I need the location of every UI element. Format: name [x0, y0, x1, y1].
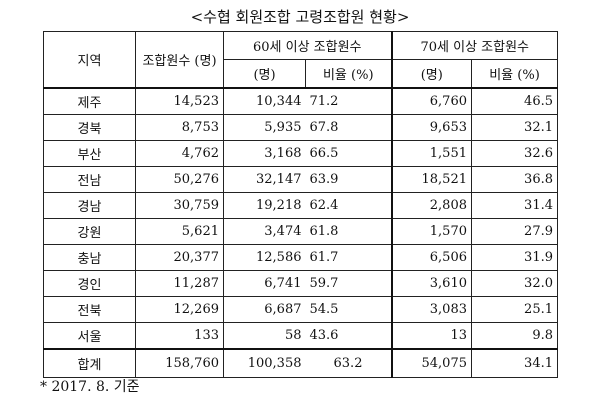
cell-age70-count: 2,808 [391, 192, 472, 219]
cell-age70-count: 6,760 [391, 87, 472, 115]
cell-age60-count: 58 [223, 322, 306, 350]
cell-age60-ratio: 71.2 [305, 87, 393, 115]
header-region: 지역 [43, 31, 136, 89]
cell-age60-count: 3,168 [223, 140, 306, 167]
table-row: 경남 30,759 19,218 62.4 2,808 31.4 [43, 192, 558, 219]
cell-age70-ratio: 46.5 [471, 87, 558, 115]
cell-members: 8,753 [135, 114, 224, 141]
table-row: 경인 11,287 6,741 59.7 3,610 32.0 [43, 270, 558, 297]
cell-age70-count: 3,083 [391, 296, 472, 323]
cell-age70-ratio: 32.1 [471, 114, 558, 141]
cell-age70-count: 3,610 [391, 270, 472, 297]
cell-age60-ratio: 43.6 [305, 322, 393, 350]
cell-region: 충남 [43, 244, 136, 271]
header-age60-ratio: 비율 (%) [305, 59, 393, 89]
cell-age70-ratio: 32.6 [471, 140, 558, 167]
cell-members: 5,621 [135, 218, 224, 245]
header-age70-count: (명) [391, 59, 472, 89]
cell-members: 14,523 [135, 87, 224, 115]
cell-age60-count: 3,474 [223, 218, 306, 245]
cell-age70-ratio: 32.0 [471, 270, 558, 297]
cell-age70-count: 6,506 [391, 244, 472, 271]
cell-age60-ratio: 54.5 [305, 296, 393, 323]
cell-age60-count: 19,218 [223, 192, 306, 219]
cell-region: 서울 [43, 322, 136, 350]
cell-age60-ratio: 61.8 [305, 218, 393, 245]
table-row: 서울 133 58 43.6 13 9.8 [43, 322, 558, 350]
table-header: 지역 조합원수 (명) 60세 이상 조합원수 70세 이상 조합원수 (명) … [43, 31, 558, 89]
table-row: 제주 14,523 10,344 71.2 6,760 46.5 [43, 87, 558, 115]
cell-age60-count: 5,935 [223, 114, 306, 141]
cell-age70-count: 9,653 [391, 114, 472, 141]
cell-members: 4,762 [135, 140, 224, 167]
cell-age60-count: 32,147 [223, 166, 306, 193]
cell-age70-count: 13 [391, 322, 472, 350]
cell-age60-count: 6,687 [223, 296, 306, 323]
cell-age70-ratio: 25.1 [471, 296, 558, 323]
table-body: 제주 14,523 10,344 71.2 6,760 46.5 경북 8,75… [43, 87, 558, 378]
cell-members: 30,759 [135, 192, 224, 219]
cell-region: 경북 [43, 114, 136, 141]
cell-age70-ratio: 36.8 [471, 166, 558, 193]
member-stats-table: 지역 조합원수 (명) 60세 이상 조합원수 70세 이상 조합원수 (명) … [43, 31, 558, 378]
cell-region: 경남 [43, 192, 136, 219]
cell-age70-ratio: 27.9 [471, 218, 558, 245]
header-age70-ratio: 비율 (%) [471, 59, 558, 89]
cell-age70-ratio: 31.9 [471, 244, 558, 271]
table-row: 전남 50,276 32,147 63.9 18,521 36.8 [43, 166, 558, 193]
cell-age60-ratio: 59.7 [305, 270, 393, 297]
total-row: 합계 158,760 100,358 63.2 54,075 34.1 [43, 348, 558, 378]
table-row: 경북 8,753 5,935 67.8 9,653 32.1 [43, 114, 558, 141]
table-title: <수협 회원조합 고령조합원 현황> [190, 8, 410, 26]
header-age60-count: (명) [223, 59, 306, 89]
table-row: 부산 4,762 3,168 66.5 1,551 32.6 [43, 140, 558, 167]
cell-age70-ratio: 31.4 [471, 192, 558, 219]
cell-age70-count: 18,521 [391, 166, 472, 193]
footnote: * 2017. 8. 기준 [40, 379, 140, 395]
cell-members: 11,287 [135, 270, 224, 297]
cell-age60-ratio-total: 63.2 [305, 348, 393, 378]
cell-members: 50,276 [135, 166, 224, 193]
cell-age60-count: 12,586 [223, 244, 306, 271]
table-row: 전북 12,269 6,687 54.5 3,083 25.1 [43, 296, 558, 323]
cell-region: 경인 [43, 270, 136, 297]
header-members: 조합원수 (명) [135, 31, 224, 89]
cell-members: 133 [135, 322, 224, 350]
header-age70-group: 70세 이상 조합원수 [391, 31, 558, 60]
header-age60-group: 60세 이상 조합원수 [223, 31, 393, 60]
cell-members: 12,269 [135, 296, 224, 323]
cell-age60-ratio: 62.4 [305, 192, 393, 219]
cell-age60-count: 10,344 [223, 87, 306, 115]
cell-age70-ratio: 9.8 [471, 322, 558, 350]
cell-age60-count-total: 100,358 [223, 348, 306, 378]
cell-region: 전북 [43, 296, 136, 323]
cell-age70-count-total: 54,075 [391, 348, 472, 378]
cell-age60-ratio: 67.8 [305, 114, 393, 141]
cell-region: 강원 [43, 218, 136, 245]
cell-region: 부산 [43, 140, 136, 167]
cell-age60-ratio: 66.5 [305, 140, 393, 167]
cell-age60-ratio: 61.7 [305, 244, 393, 271]
cell-region-total: 합계 [43, 348, 136, 378]
cell-age70-count: 1,551 [391, 140, 472, 167]
table-row: 충남 20,377 12,586 61.7 6,506 31.9 [43, 244, 558, 271]
cell-region: 전남 [43, 166, 136, 193]
cell-members: 20,377 [135, 244, 224, 271]
cell-age60-ratio: 63.9 [305, 166, 393, 193]
cell-age60-count: 6,741 [223, 270, 306, 297]
cell-age70-ratio-total: 34.1 [471, 348, 558, 378]
cell-members-total: 158,760 [135, 348, 224, 378]
cell-age70-count: 1,570 [391, 218, 472, 245]
cell-region: 제주 [43, 87, 136, 115]
table-row: 강원 5,621 3,474 61.8 1,570 27.9 [43, 218, 558, 245]
